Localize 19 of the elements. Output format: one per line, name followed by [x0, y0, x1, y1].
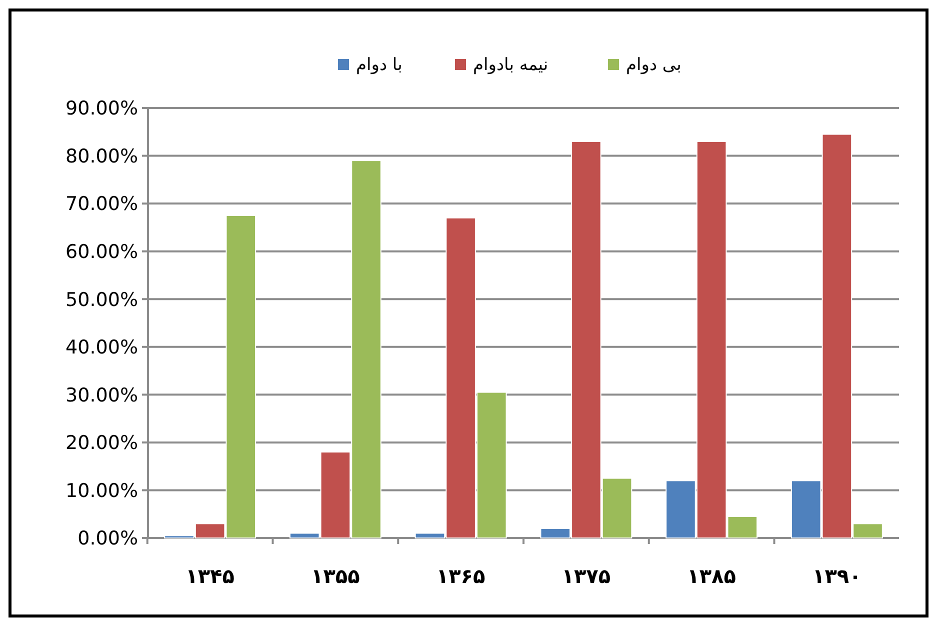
x-tick-label: ۱۳۵۵	[311, 564, 360, 588]
y-tick-label: 80.00%	[66, 145, 138, 168]
x-tick-label: ۱۳۷۵	[562, 564, 611, 588]
y-tick-label: 60.00%	[66, 240, 138, 263]
legend-label: نیمه بادوام	[473, 55, 548, 75]
x-tick-label: ۱۳۹۰	[812, 564, 862, 588]
y-tick-label: 90.00%	[66, 98, 138, 120]
y-tick-label: 50.00%	[66, 288, 138, 311]
x-tick-label: ۱۳۸۵	[687, 564, 736, 588]
x-tick-label: ۱۳۴۵	[186, 564, 234, 588]
y-tick-label: 0.00%	[78, 528, 138, 550]
y-tick-label: 30.00%	[66, 384, 138, 406]
y-tick-label: 20.00%	[66, 432, 138, 454]
x-tick-label: ۱۳۶۵	[436, 564, 486, 588]
y-tick-label: 10.00%	[66, 480, 138, 502]
legend-label: با دوام	[356, 55, 402, 75]
y-tick-label: 40.00%	[66, 336, 138, 359]
y-tick-label: 70.00%	[66, 193, 138, 216]
legend-label: بی دوام	[626, 55, 682, 75]
